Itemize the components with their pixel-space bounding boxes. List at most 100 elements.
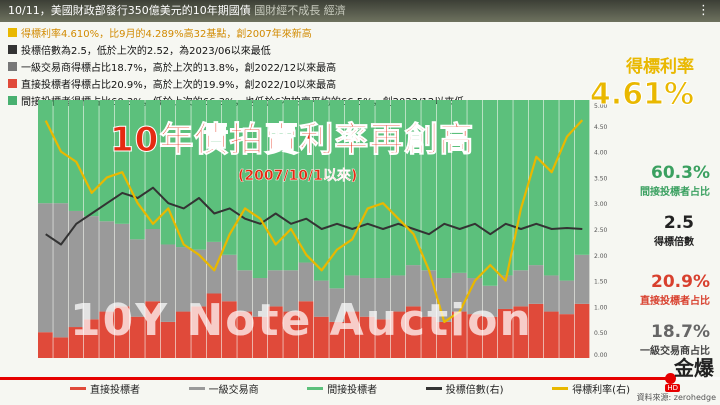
bar-dealer	[574, 254, 590, 304]
bar-dealer	[375, 278, 391, 320]
bar-dealer	[406, 265, 421, 307]
bar-direct	[421, 316, 437, 358]
bar-indirect	[222, 100, 237, 255]
headline: 10年債拍賣利率再創高	[109, 120, 475, 161]
bar-direct	[38, 332, 53, 358]
right-axis-tick: 2.00	[594, 253, 608, 260]
bid-cover-value: 2.5	[663, 213, 694, 233]
bar-indirect	[237, 100, 253, 271]
bar-indirect	[145, 100, 161, 229]
auction-chart: 5.00 4.50 4.00 3.50 3.00 2.50 2.00 1.50 1.00 0.50…	[38, 100, 608, 358]
more-options-icon[interactable]: ⋮	[697, 3, 710, 18]
bar-direct	[375, 319, 391, 358]
bar-indirect	[268, 100, 283, 271]
bar-dealer	[298, 262, 314, 302]
right-axis-tick: 2.50	[594, 227, 608, 234]
bar-dealer	[222, 254, 237, 302]
yield-caption: 得標利率	[626, 57, 694, 77]
legend-label: 直接投標者	[90, 385, 140, 396]
bar-indirect	[191, 100, 207, 250]
bar-indirect	[467, 100, 483, 279]
bar-direct	[145, 301, 161, 358]
bid-cover-label: 2.5 得標倍數	[654, 213, 694, 248]
bar-direct	[406, 306, 421, 358]
bar-indirect	[314, 100, 329, 281]
bar-direct	[559, 314, 575, 358]
right-axis-tick: 5.00	[594, 103, 608, 110]
bar-dealer	[559, 280, 575, 315]
line-auction-yield	[44, 119, 584, 323]
bar-dealer	[99, 221, 115, 312]
progress-handle[interactable]	[664, 373, 676, 384]
bar-dealer	[528, 265, 544, 304]
bar-indirect	[176, 100, 191, 248]
legend-swatch	[425, 387, 442, 390]
yield-label: 得標利率 4.61%	[589, 52, 694, 113]
video-progress-bar[interactable]	[0, 373, 720, 384]
direct-label: 20.9% 直接投標者占比	[640, 272, 710, 307]
note-swatch	[8, 79, 17, 88]
indirect-label: 60.3% 間接投標者占比	[640, 163, 710, 198]
bar-direct	[176, 311, 191, 358]
dealer-value: 18.7%	[651, 322, 710, 342]
legend-item: 投標倍數(右)	[425, 381, 504, 396]
yield-value: 4.61%	[589, 77, 694, 113]
right-axis-tick: 0.50	[594, 330, 608, 337]
chart-legend: 直接投標者 一級交易商 間接投標者 投標倍數(右) 得標利率(右)	[70, 381, 630, 396]
indirect-value: 60.3%	[651, 163, 710, 183]
note-swatch	[8, 96, 17, 105]
bar-dealer	[160, 244, 176, 322]
bar-direct	[114, 306, 130, 358]
legend-label: 一級交易商	[208, 385, 259, 396]
bar-dealer	[53, 203, 69, 338]
bar-dealer	[206, 241, 222, 294]
note-text: 得標利率4.610%，比9月的4.289%高32基點，創2007年來新高	[21, 29, 312, 40]
bar-direct	[160, 321, 176, 358]
bar-indirect	[252, 100, 268, 279]
bar-dealer	[191, 249, 207, 307]
legend-swatch	[188, 387, 205, 390]
bar-indirect	[130, 100, 145, 240]
legend-label: 投標倍數(右)	[445, 385, 504, 396]
bar-direct	[513, 306, 529, 358]
bar-direct	[329, 321, 345, 358]
bar-indirect	[544, 100, 559, 276]
bar-dealer	[544, 275, 559, 312]
hd-badge: HD	[665, 384, 680, 392]
channel-logo: 金爆	[674, 356, 714, 380]
bar-indirect	[375, 100, 391, 279]
legend-item: 得標利率(右)	[552, 381, 630, 396]
bar-direct	[452, 311, 467, 358]
direct-value: 20.9%	[651, 272, 710, 292]
bar-direct	[222, 301, 237, 358]
bar-dealer	[38, 203, 53, 333]
bar-indirect	[206, 100, 222, 242]
progress-fill	[0, 377, 670, 380]
legend-item: 一級交易商	[188, 381, 259, 396]
bar-direct	[574, 303, 590, 358]
dealer-label: 18.7% 一級交易商占比	[640, 322, 710, 357]
right-axis-tick: 4.50	[594, 124, 608, 131]
note-swatch	[8, 62, 17, 71]
bar-dealer	[344, 275, 360, 312]
bar-indirect	[421, 100, 437, 271]
right-axis-tick: 4.00	[594, 150, 608, 157]
right-axis-tick: 1.00	[594, 304, 608, 311]
legend-item: 間接投標者	[307, 381, 377, 396]
bar-direct	[482, 316, 498, 358]
bid-cover-caption: 得標倍數	[654, 237, 694, 248]
legend-item: 直接投標者	[70, 381, 140, 396]
bar-direct	[84, 319, 99, 358]
bar-dealer	[252, 278, 268, 317]
bar-direct	[528, 303, 544, 358]
bar-direct	[99, 311, 115, 358]
bar-direct	[344, 311, 360, 358]
bar-direct	[206, 293, 222, 358]
bar-indirect	[498, 100, 513, 276]
bar-indirect	[68, 100, 84, 211]
bar-direct	[298, 301, 314, 358]
watermark: 10Y Note Auction	[70, 295, 533, 346]
subheadline: (2007/10/1以來)	[238, 168, 358, 184]
legend-swatch	[552, 387, 569, 390]
bar-direct	[544, 311, 559, 358]
